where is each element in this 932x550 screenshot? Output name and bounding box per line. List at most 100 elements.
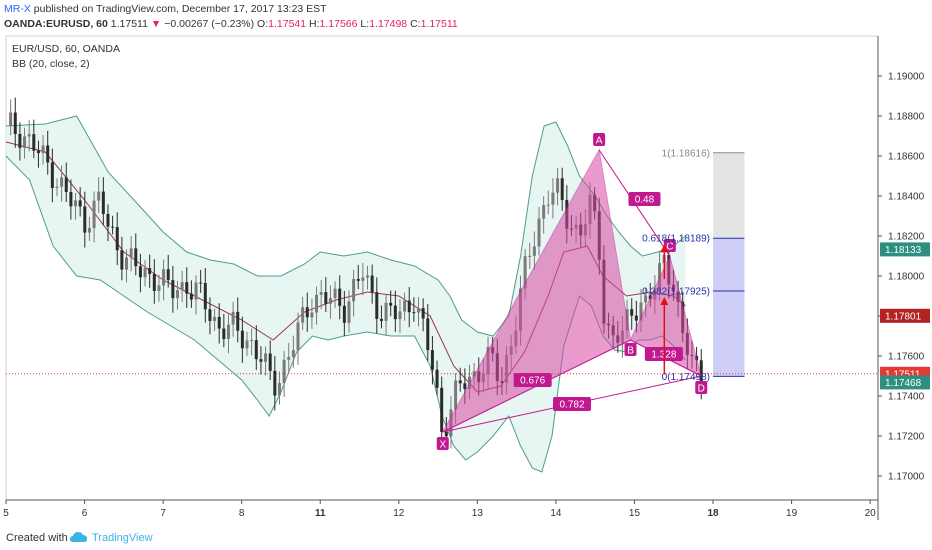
candle-body xyxy=(352,279,356,302)
candle-body xyxy=(324,292,328,304)
pattern-point-c[interactable] xyxy=(663,239,676,252)
published-text: published on TradingView.com, December 1… xyxy=(33,3,327,15)
candle-body xyxy=(458,380,462,384)
pattern-point-x[interactable] xyxy=(436,437,449,450)
price-chart[interactable]: 1.170001.172001.174001.176001.178001.180… xyxy=(0,32,932,527)
candle-body xyxy=(64,177,68,193)
low-value: 1.17498 xyxy=(369,18,408,30)
candle-body xyxy=(658,263,662,291)
legend-title: EUR/USD, 60, OANDA xyxy=(12,43,120,55)
candle-body xyxy=(101,191,105,214)
candle-body xyxy=(342,305,346,323)
y-tick-label: 1.19000 xyxy=(888,72,925,83)
candle-body xyxy=(213,316,217,321)
candle-body xyxy=(23,136,27,148)
high-label: H: xyxy=(309,18,320,30)
fib-level-label: 0.382(1.17925) xyxy=(642,287,710,298)
candle-body xyxy=(417,308,421,313)
author-link[interactable]: MR-X xyxy=(4,3,31,15)
candle-body xyxy=(250,340,254,342)
candle-body xyxy=(18,133,22,148)
candle-body xyxy=(560,178,564,200)
price-tag-label: 1.17801 xyxy=(885,311,922,322)
candle-body xyxy=(87,227,91,233)
candle-body xyxy=(83,206,87,233)
pattern-point-label: A xyxy=(596,136,603,147)
ratio-label: 0.676 xyxy=(520,376,545,387)
candle-body xyxy=(403,300,407,312)
ratio-label-box xyxy=(553,397,592,411)
candle-body xyxy=(60,177,64,187)
candle-body xyxy=(13,112,17,134)
candle-body xyxy=(699,360,703,385)
candle-body xyxy=(273,370,277,396)
candle-body xyxy=(430,350,434,370)
x-tick-label: 12 xyxy=(393,508,405,519)
candle-body xyxy=(532,246,536,256)
quote-line: OANDA:EURUSD, 60 1.17511 ▼ −0.00267 (−0.… xyxy=(4,18,458,30)
candle-body xyxy=(162,269,166,286)
candle-body xyxy=(347,301,351,323)
y-tick-label: 1.17600 xyxy=(888,352,925,363)
ratio-label: 0.782 xyxy=(559,400,584,411)
y-tick-label: 1.18400 xyxy=(888,192,925,203)
pattern-point-d[interactable] xyxy=(695,381,708,394)
candle-body xyxy=(287,356,291,360)
candle-body xyxy=(412,312,416,314)
candle-body xyxy=(134,248,138,267)
tradingview-brand[interactable]: TradingView xyxy=(92,532,153,544)
candle-body xyxy=(240,330,244,349)
candle-body xyxy=(222,328,226,339)
candle-body xyxy=(398,311,402,320)
x-tick-label: 18 xyxy=(707,508,719,519)
close-value: 1.17511 xyxy=(420,18,458,30)
candle-body xyxy=(171,280,175,299)
pattern-point-a[interactable] xyxy=(593,133,606,146)
arrow-head-icon xyxy=(660,244,669,253)
x-tick-label: 7 xyxy=(160,508,166,519)
y-tick-label: 1.17200 xyxy=(888,432,925,443)
tradingview-cloud-icon xyxy=(70,532,87,542)
pattern-point-label: D xyxy=(698,384,705,395)
candle-body xyxy=(291,350,295,357)
candle-body xyxy=(328,298,332,304)
candle-body xyxy=(264,353,268,362)
candle-body xyxy=(426,318,430,351)
candle-body xyxy=(551,192,555,205)
candle-body xyxy=(407,300,411,313)
down-arrow-icon: ▼ xyxy=(150,18,162,30)
last-price: 1.17511 xyxy=(110,18,148,30)
y-tick-label: 1.18200 xyxy=(888,232,925,243)
candle-body xyxy=(120,250,124,270)
candle-body xyxy=(46,145,50,163)
candle-body xyxy=(366,275,370,278)
candle-body xyxy=(125,257,129,270)
candle-body xyxy=(106,213,110,227)
candle-body xyxy=(166,269,170,281)
candle-body xyxy=(444,431,448,437)
candle-body xyxy=(375,292,379,319)
candle-body xyxy=(208,309,212,321)
pattern-point-b[interactable] xyxy=(624,343,637,356)
candle-body xyxy=(463,383,467,389)
high-value: 1.17566 xyxy=(319,18,358,30)
candle-body xyxy=(50,162,54,188)
candle-body xyxy=(315,294,319,313)
candle-body xyxy=(282,359,286,384)
candle-body xyxy=(189,293,193,300)
legend-indicator[interactable]: BB (20, close, 2) xyxy=(12,58,90,70)
candle-body xyxy=(217,316,221,329)
price-tag-label: 1.17511 xyxy=(885,369,921,380)
candle-body xyxy=(301,307,305,323)
candle-body xyxy=(310,312,314,318)
candle-body xyxy=(630,309,634,316)
candle-body xyxy=(69,192,73,207)
candle-body xyxy=(259,359,263,362)
x-tick-label: 19 xyxy=(786,508,798,519)
publish-line: MR-X published on TradingView.com, Decem… xyxy=(4,3,327,15)
price-tag-label: 1.17468 xyxy=(885,378,922,389)
candle-body xyxy=(32,134,36,151)
candle-body xyxy=(78,200,82,207)
candle-body xyxy=(199,282,203,284)
y-tick-label: 1.18800 xyxy=(888,112,925,123)
